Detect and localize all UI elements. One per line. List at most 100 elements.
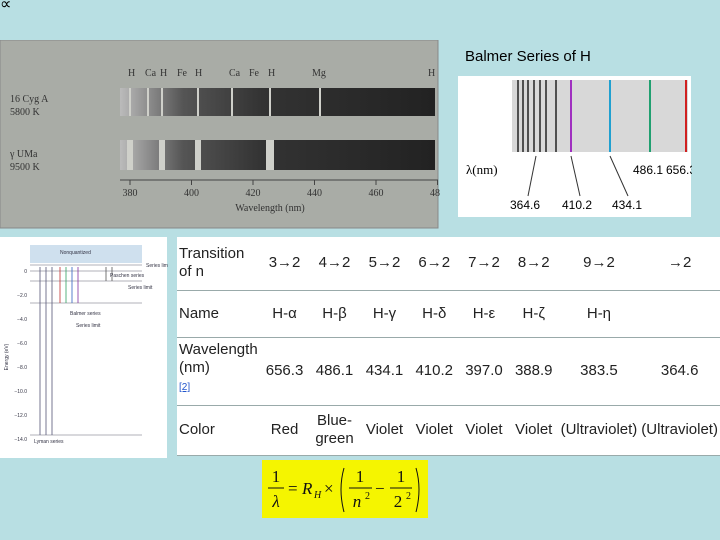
formula-part: × <box>324 479 334 498</box>
cell-text: 364.6 <box>660 362 699 379</box>
cell-text: 397.0 <box>465 362 503 379</box>
diagram-background <box>0 237 167 458</box>
line-id: Fe <box>249 68 260 79</box>
cell-text: (Ultraviolet) <box>560 421 638 438</box>
cell-text: Violet <box>515 421 553 438</box>
axis-tick-label: −12.0 <box>14 413 27 419</box>
axis-tick-label: 400 <box>184 188 199 199</box>
table-cell: 9→2 <box>558 237 640 291</box>
spectrum-strip <box>512 80 688 152</box>
table-cell: 6→2 <box>409 237 460 291</box>
axis-tick-label: 480 <box>430 188 440 199</box>
cell-text: Red <box>270 421 299 438</box>
table-cell: 383.5 <box>558 337 640 406</box>
formula-part: H <box>313 490 322 501</box>
line-id: H <box>160 68 167 79</box>
axis-tick-label: −2.0 <box>17 293 27 299</box>
formula-part: 2 <box>406 491 411 502</box>
table-cell: H-η <box>558 290 640 338</box>
balmer-diagram: λ(nm) 486.1 656.3 364.6 410.2 434.1 <box>458 76 692 217</box>
star-temp: 5800 K <box>10 107 41 118</box>
axis-tick-label: 460 <box>369 188 384 199</box>
table-cell: H-γ <box>359 290 410 338</box>
energy-levels <box>30 264 142 436</box>
row-header: Name <box>177 290 260 338</box>
table-row: Name H-α H-β H-γ H-δ H-ε H-ζ H-η <box>177 290 720 338</box>
photo-background <box>0 40 439 229</box>
axis-tick-label: 380 <box>123 188 138 199</box>
line-label: 434.1 <box>612 198 642 212</box>
line-id: Ca <box>145 68 157 79</box>
corner-symbol: ∝ <box>0 0 12 13</box>
table-cell: Violet <box>459 405 509 456</box>
table-cell: Blue-green <box>309 405 360 456</box>
line-id: H <box>128 68 135 79</box>
formula-part: 1 <box>397 467 406 486</box>
axis-label: Energy (eV) <box>4 343 10 370</box>
table-cell: 388.9 <box>508 337 559 406</box>
table-cell: 8→2 <box>508 237 559 291</box>
cell-text: H-ε <box>472 304 496 322</box>
line-label: 364.6 <box>510 198 540 212</box>
cell-text: 9→2 <box>583 254 615 272</box>
line-id: H <box>195 68 202 79</box>
star-name: 16 Cyg A <box>10 94 49 105</box>
formula-part: λ <box>271 492 279 511</box>
table-cell: 486.1 <box>309 337 360 406</box>
cell-text: H-η <box>586 304 612 322</box>
table-cell: 364.6 <box>639 337 720 406</box>
row-header: Color <box>177 405 260 456</box>
table-cell: Red <box>259 405 310 456</box>
line-id: Mg <box>312 68 326 79</box>
table-cell: 7→2 <box>459 237 509 291</box>
cell-text: Color <box>179 421 215 438</box>
line-id: H <box>268 68 275 79</box>
cell-text: Name <box>179 304 220 322</box>
table-cell: 656.3 <box>259 337 310 406</box>
cell-text: 8→2 <box>517 254 550 272</box>
axis-tick-label: −4.0 <box>17 317 27 323</box>
cell-text: 7→2 <box>468 254 500 272</box>
table-row: Transition of n 3→2 4→2 5→2 6→2 7→2 8→2 9→2 →2 <box>177 237 720 291</box>
row-header: Transition of n <box>177 237 260 291</box>
paren <box>415 467 420 513</box>
table-cell: →2 <box>639 237 720 291</box>
axis-tick-label: −14.0 <box>14 437 27 443</box>
uv-lines <box>517 80 557 152</box>
diagram-label: Nonquantized <box>60 250 91 256</box>
formula-part: n <box>353 492 362 511</box>
table-cell: 434.1 <box>359 337 410 406</box>
table-cell: 410.2 <box>409 337 460 406</box>
formula-part: − <box>375 479 385 498</box>
cell-text: (Ultraviolet) <box>641 421 718 438</box>
cell-text: Violet <box>415 421 453 438</box>
diagram-label: Series limit <box>146 263 168 269</box>
cell-text: H-γ <box>372 304 397 322</box>
diagram-label: Paschen series <box>110 273 145 279</box>
star-name: γ UMa <box>9 149 38 160</box>
formula-background <box>262 460 428 518</box>
cell-text: H-β <box>322 304 347 322</box>
cell-text: 656.3 <box>265 362 304 379</box>
cell-text: 434.1 <box>365 362 404 379</box>
table-row: Color Red Blue-green Violet Violet Violet Viol… <box>177 405 720 456</box>
cell-text: Transition of n <box>179 245 245 281</box>
table-cell: 397.0 <box>459 337 509 406</box>
cell-text: Violet <box>465 421 503 438</box>
cell-text: Wavelength (nm) <box>179 341 258 376</box>
footnote-link[interactable]: [2] <box>179 382 191 393</box>
star-temp: 9500 K <box>10 162 41 173</box>
axis-label: Wavelength (nm) <box>235 203 304 214</box>
footnote: [2] <box>179 379 190 393</box>
table-panel: Transition of n 3→2 4→2 5→2 6→2 7→2 8→2 9→2 →2 Na… <box>177 237 720 456</box>
formula-part: 2 <box>394 492 403 511</box>
table-cell: H-δ <box>409 290 460 338</box>
row-header: Wavelength (nm) [2] <box>177 337 260 406</box>
axis-label: λ(nm) <box>466 162 498 177</box>
line-label: 486.1 <box>633 163 663 177</box>
table-row: Wavelength (nm) [2] 656.3 486.1 434.1 410.2 39… <box>177 337 720 406</box>
cell-text: 486.1 <box>315 362 354 379</box>
cell-text: Violet <box>365 421 404 438</box>
continuum <box>30 245 142 263</box>
